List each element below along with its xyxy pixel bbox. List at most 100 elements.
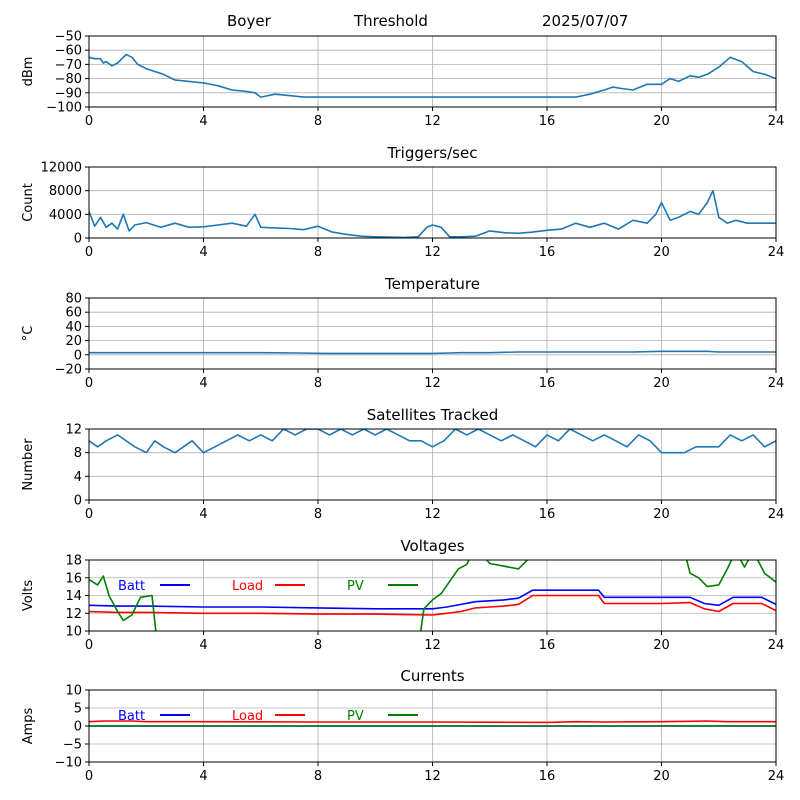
y-tick-label: 10 [65, 684, 82, 699]
x-tick-label: 0 [85, 769, 93, 784]
x-tick-label: 12 [424, 114, 441, 129]
y-tick-label: 4000 [49, 208, 82, 223]
x-tick-label: 20 [653, 638, 670, 653]
y-tick-label: 40 [65, 320, 82, 335]
y-tick-label: 14 [65, 589, 82, 604]
x-tick-label: 4 [199, 638, 207, 653]
x-tick-label: 20 [653, 769, 670, 784]
y-tick-label: 20 [65, 334, 82, 349]
x-tick-label: 20 [653, 114, 670, 129]
x-tick-label: 12 [424, 376, 441, 391]
y-tick-label: 0 [74, 232, 82, 247]
chart-panel-4: 0 4 8 12 16 20 24 10 12 14 16 18 Volts Voltages Batt Lo… [21, 537, 784, 653]
x-tick-label: 12 [424, 769, 441, 784]
chart-title: Triggers/sec [387, 144, 478, 162]
y-tick-label: −80 [55, 72, 82, 87]
series-line-load [89, 594, 776, 616]
y-tick-label: 0 [74, 348, 82, 363]
legend-label-load: Load [232, 579, 263, 594]
y-tick-label: −70 [55, 58, 82, 73]
y-axis-label: °C [21, 326, 36, 342]
x-tick-label: 8 [314, 245, 322, 260]
y-tick-label: 12 [65, 423, 82, 438]
x-tick-label: 16 [539, 769, 556, 784]
x-tick-label: 16 [539, 114, 556, 129]
y-tick-label: 16 [65, 571, 82, 586]
x-tick-label: 4 [199, 245, 207, 260]
y-tick-label: 80 [65, 292, 82, 307]
x-tick-label: 16 [539, 507, 556, 522]
y-axis-label: Count [21, 183, 36, 222]
x-tick-label: 12 [424, 638, 441, 653]
legend-label-batt: Batt [118, 709, 145, 724]
legend-label-pv: PV [347, 709, 364, 724]
chart-panel-0: 0 4 8 12 16 20 24 −100−90−80−70−60−50 dBm [21, 30, 784, 130]
series-line-load [89, 720, 776, 724]
series-line-0 [89, 189, 776, 238]
legend-label-batt: Batt [118, 579, 145, 594]
x-tick-label: 24 [768, 245, 785, 260]
x-tick-label: 4 [199, 376, 207, 391]
x-tick-label: 24 [768, 769, 785, 784]
x-tick-label: 24 [768, 114, 785, 129]
x-tick-label: 0 [85, 114, 93, 129]
legend-label-load: Load [232, 709, 263, 724]
x-tick-label: 8 [314, 114, 322, 129]
y-tick-label: −10 [55, 756, 82, 771]
x-tick-label: 20 [653, 245, 670, 260]
y-tick-label: 12000 [41, 161, 82, 176]
y-tick-label: −60 [55, 44, 82, 59]
x-tick-label: 16 [539, 376, 556, 391]
x-tick-label: 8 [314, 638, 322, 653]
y-axis-label: dBm [21, 57, 36, 87]
y-tick-label: 5 [74, 702, 82, 717]
y-axis-label: Amps [21, 707, 36, 744]
y-axis-label: Volts [21, 580, 36, 612]
y-tick-label: 0 [74, 494, 82, 509]
series-line-pv [89, 560, 776, 631]
mode-title: Threshold [354, 12, 428, 30]
y-tick-label: 12 [65, 607, 82, 622]
x-tick-label: 12 [424, 507, 441, 522]
date-title: 2025/07/07 [542, 12, 629, 30]
x-tick-label: 20 [653, 507, 670, 522]
chart-panel-1: 0 4 8 12 16 20 24 0 4000 8000 12000 Count Triggers/s… [21, 144, 784, 260]
y-tick-label: −100 [46, 101, 82, 116]
x-tick-label: 0 [85, 638, 93, 653]
series-line-0 [89, 350, 776, 355]
chart-title: Voltages [400, 537, 464, 555]
y-tick-label: 8000 [49, 184, 82, 199]
chart-title: Currents [400, 667, 464, 685]
series-line-0 [89, 429, 776, 454]
y-tick-label: 4 [74, 470, 82, 485]
x-tick-label: 8 [314, 376, 322, 391]
x-tick-label: 8 [314, 769, 322, 784]
y-tick-label: 8 [74, 446, 82, 461]
x-tick-label: 0 [85, 376, 93, 391]
x-tick-label: 24 [768, 376, 785, 391]
x-tick-label: 24 [768, 638, 785, 653]
x-tick-label: 16 [539, 638, 556, 653]
x-tick-label: 16 [539, 245, 556, 260]
chart-panel-5: 0 4 8 12 16 20 24 −10 −5 0 5 10 Amps Currents Batt Load… [21, 667, 784, 784]
chart-title: Temperature [384, 275, 480, 293]
series-line-batt [89, 589, 776, 610]
y-tick-label: 18 [65, 554, 82, 569]
y-axis-label: Number [21, 438, 36, 491]
legend-label-pv: PV [347, 579, 364, 594]
chart-panel-3: 0 4 8 12 16 20 24 0 4 8 12 Number Satellites Tracked [21, 406, 784, 522]
y-tick-label: −20 [55, 363, 82, 378]
y-tick-label: 60 [65, 306, 82, 321]
x-tick-label: 24 [768, 507, 785, 522]
y-tick-label: 0 [74, 720, 82, 735]
chart-title: Satellites Tracked [367, 406, 498, 424]
x-tick-label: 20 [653, 376, 670, 391]
x-tick-label: 8 [314, 507, 322, 522]
y-tick-label: −5 [63, 738, 82, 753]
station-title: Boyer [227, 12, 271, 30]
y-tick-label: −90 [55, 86, 82, 101]
x-tick-label: 0 [85, 245, 93, 260]
x-tick-label: 0 [85, 507, 93, 522]
